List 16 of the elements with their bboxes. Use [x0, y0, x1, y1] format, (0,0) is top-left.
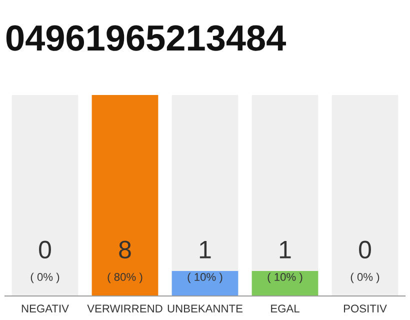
x-tick-label: POSITIV: [344, 304, 387, 312]
annotation: 0: [359, 240, 371, 258]
annotation: ( 80% ): [108, 272, 142, 284]
x-tick-label: VERWIRREND: [87, 304, 162, 312]
annotation: ( 0% ): [350, 272, 380, 284]
x-tick-label: NEGATIV: [22, 304, 69, 312]
annotation: 0: [39, 240, 51, 258]
chart-title: 04961965213484: [6, 25, 286, 51]
data-label: 1: [280, 241, 291, 258]
data-label: 8: [119, 240, 131, 258]
annotation: ( 10% ): [188, 272, 222, 284]
annotation: ( 10% ): [268, 272, 302, 284]
x-tick-label: EGAL: [271, 304, 300, 312]
data-label: 1: [200, 241, 211, 258]
annotation: ( 0% ): [30, 272, 60, 284]
x-tick-label: UNBEKANNTE: [168, 304, 242, 312]
